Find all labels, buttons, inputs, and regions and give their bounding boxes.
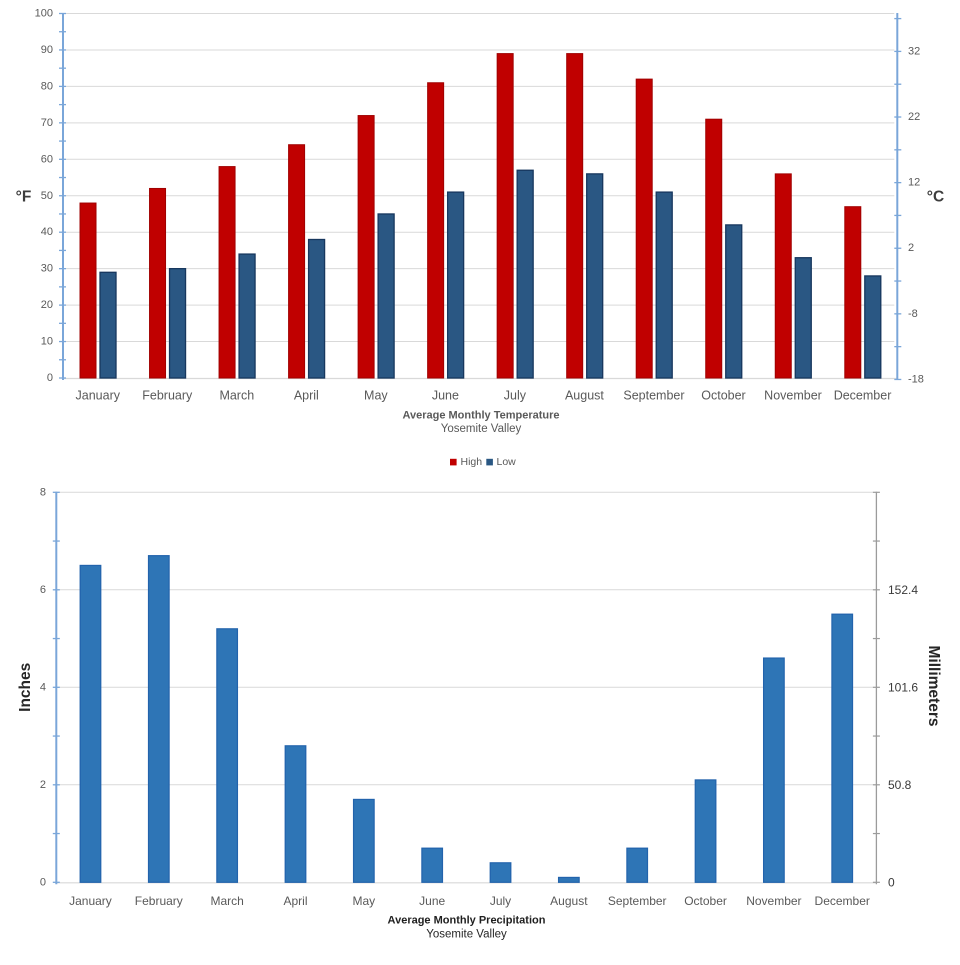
svg-text:Average Monthly Precipitation: Average Monthly Precipitation [388,915,546,927]
svg-text:°C: °C [927,189,944,206]
svg-text:Yosemite Valley: Yosemite Valley [441,423,522,435]
svg-text:12: 12 [908,177,920,189]
svg-text:10: 10 [41,336,53,348]
svg-text:December: December [834,389,892,403]
svg-text:152.4: 152.4 [888,583,918,597]
svg-text:May: May [353,894,376,908]
svg-text:60: 60 [41,153,53,165]
svg-text:100: 100 [35,8,53,20]
svg-text:50.8: 50.8 [888,778,912,792]
svg-text:Average Monthly Temperature: Average Monthly Temperature [402,410,559,422]
svg-text:8: 8 [40,486,46,498]
svg-text:August: August [565,389,604,403]
svg-text:32: 32 [908,45,920,57]
svg-text:January: January [76,389,121,403]
svg-text:April: April [283,894,307,908]
svg-text:4: 4 [40,681,46,693]
svg-text:20: 20 [41,299,53,311]
svg-text:March: March [210,894,243,908]
svg-text:2: 2 [40,779,46,791]
svg-text:March: March [219,389,254,403]
svg-text:October: October [701,389,745,403]
svg-text:November: November [764,389,822,403]
svg-text:Millimeters: Millimeters [925,646,942,727]
svg-text:High: High [461,456,483,468]
svg-text:November: November [746,894,801,908]
svg-text:September: September [608,894,667,908]
svg-text:22: 22 [908,111,920,123]
svg-text:September: September [623,389,684,403]
svg-text:June: June [419,894,445,908]
svg-text:80: 80 [41,80,53,92]
svg-text:June: June [432,389,459,403]
svg-text:-8: -8 [908,308,918,320]
svg-text:90: 90 [41,44,53,56]
svg-text:30: 30 [41,263,53,275]
svg-text:0: 0 [888,875,895,889]
svg-text:6: 6 [40,584,46,596]
svg-text:°F: °F [16,189,32,206]
svg-text:May: May [364,389,388,403]
svg-text:February: February [142,389,193,403]
svg-text:Low: Low [497,456,517,468]
svg-text:0: 0 [47,372,53,384]
svg-text:0: 0 [40,876,46,888]
svg-text:Yosemite Valley: Yosemite Valley [426,929,507,941]
svg-text:2: 2 [908,242,914,254]
svg-text:-18: -18 [908,373,924,385]
svg-text:50: 50 [41,190,53,202]
svg-text:August: August [550,894,588,908]
svg-text:October: October [684,894,727,908]
svg-text:April: April [294,389,319,403]
svg-text:January: January [69,894,112,908]
svg-text:December: December [815,894,870,908]
svg-text:Inches: Inches [17,663,34,712]
svg-text:70: 70 [41,117,53,129]
svg-text:July: July [504,389,527,403]
svg-text:February: February [135,894,183,908]
svg-text:101.6: 101.6 [888,680,918,694]
svg-text:July: July [490,894,511,908]
svg-text:40: 40 [41,226,53,238]
